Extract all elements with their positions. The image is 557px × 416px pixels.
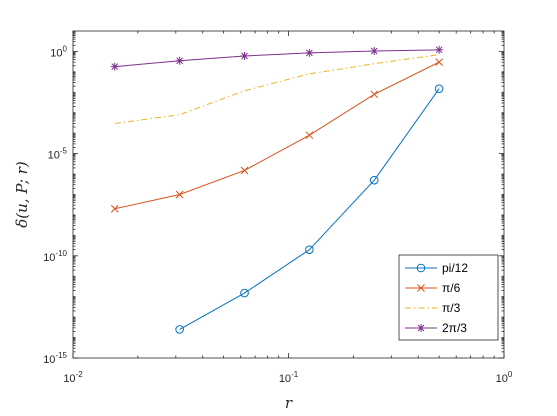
data-point-stroke [435, 58, 443, 66]
data-point-stroke [417, 324, 425, 332]
data-point [369, 175, 379, 185]
x-tick-label: 100 [496, 370, 513, 385]
series-line [114, 61, 440, 210]
data-point [305, 245, 314, 254]
legend-label: π/3 [442, 301, 461, 315]
data-point-stroke [175, 190, 184, 199]
data-point [370, 47, 379, 56]
legend: pi/12 π/6 π/3 2π/3 [398, 254, 499, 341]
plot-frame [72, 30, 505, 359]
data-point-stroke [435, 46, 443, 54]
data-point-stroke [240, 166, 249, 175]
data-point [305, 131, 314, 140]
series-1 [175, 84, 444, 334]
data-point [110, 62, 119, 71]
data-point [416, 263, 426, 273]
y-axis-label: δ(u, P; r) [13, 161, 31, 228]
x-tick-label: 10-1 [279, 370, 299, 385]
legend-label: pi/12 [442, 261, 468, 275]
data-point [370, 90, 379, 99]
data-point [175, 325, 184, 334]
data-point [305, 48, 314, 57]
data-point [240, 166, 249, 175]
data-point-stroke [417, 284, 425, 292]
data-point-stroke [370, 47, 378, 55]
y-tick-label: 10-15 [43, 351, 67, 366]
data-point [417, 284, 425, 292]
data-point [175, 56, 184, 65]
data-point [240, 288, 249, 298]
legend-entry: π/3 [405, 301, 461, 315]
data-point [434, 84, 444, 94]
series-line [114, 54, 440, 124]
data-point-stroke [110, 204, 119, 213]
data-point [435, 58, 443, 66]
y-tick-label: 10-10 [43, 249, 67, 264]
x-axis-label: r [285, 394, 293, 412]
series-4 [110, 45, 444, 71]
data-point-stroke [306, 49, 313, 57]
data-point-stroke [305, 131, 314, 140]
legend-entry: pi/12 [405, 261, 468, 275]
data-point [240, 51, 249, 60]
series-line [179, 88, 440, 330]
legend-entry: π/6 [405, 281, 461, 295]
data-point-stroke [176, 57, 183, 65]
series-2 [110, 58, 443, 213]
axes-layer: 10-2 10-1 100 10-15 10-10 10-5 100 [43, 31, 513, 385]
data-point [175, 190, 184, 199]
data-point-stroke [111, 63, 119, 71]
series-line [114, 49, 440, 68]
y-tick-label: 10-5 [48, 147, 68, 162]
series-3 [114, 54, 440, 124]
data-point-stroke [241, 52, 248, 60]
data-point [435, 45, 444, 54]
y-tick-label: 100 [50, 44, 67, 59]
series-layer [110, 45, 444, 334]
legend-entry: 2π/3 [405, 321, 467, 335]
legend-box [398, 254, 499, 341]
x-tick-label: 10-2 [63, 370, 83, 385]
data-point [417, 324, 425, 332]
data-point [110, 204, 119, 213]
legend-label: 2π/3 [442, 321, 467, 335]
legend-label: π/6 [442, 281, 461, 295]
data-point-stroke [370, 90, 379, 99]
